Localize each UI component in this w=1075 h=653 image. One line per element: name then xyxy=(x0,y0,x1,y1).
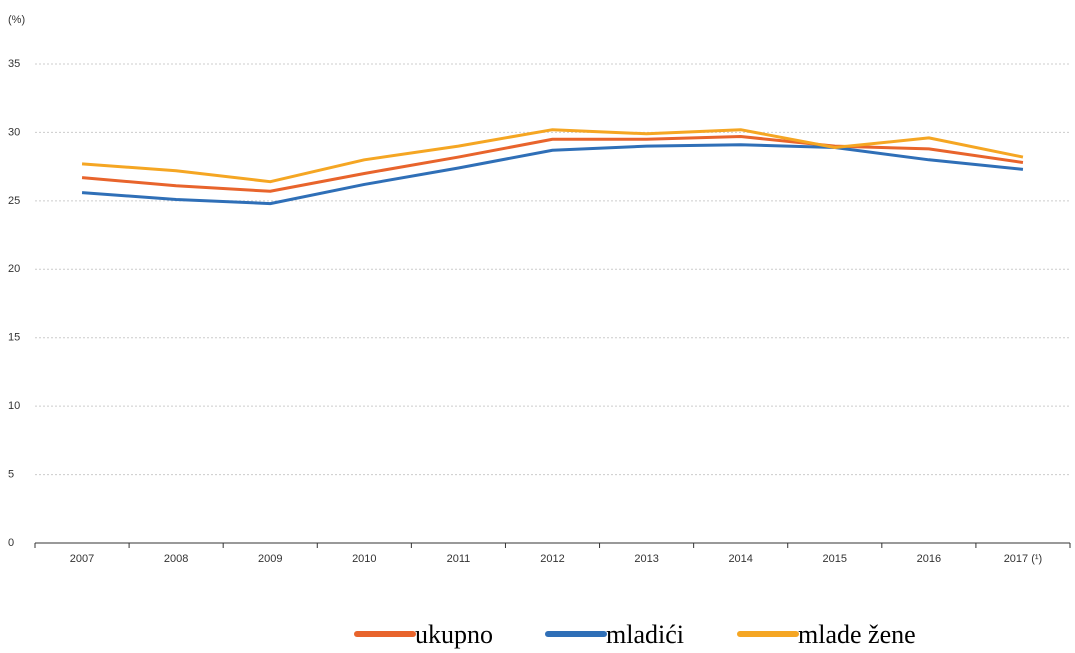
x-tick-label: 2017 (¹) xyxy=(1004,553,1043,565)
x-tick-label: 2015 xyxy=(823,553,847,565)
y-tick-label: 25 xyxy=(8,195,20,207)
y-tick-label: 35 xyxy=(8,58,20,70)
x-tick-label: 2012 xyxy=(540,553,564,565)
y-tick-label: 5 xyxy=(8,468,14,480)
x-tick-label: 2008 xyxy=(164,553,188,565)
y-tick-label: 20 xyxy=(8,263,20,275)
line-series xyxy=(81,143,1024,206)
y-tick-label: 10 xyxy=(8,400,20,412)
x-tick-label: 2007 xyxy=(70,553,94,565)
legend-label: ukupno xyxy=(415,620,493,649)
y-tick-label: 0 xyxy=(8,537,14,549)
legend-label: mlade žene xyxy=(798,620,916,649)
line-series xyxy=(81,128,1024,184)
legend-label: mladići xyxy=(606,620,684,649)
x-tick-label: 2013 xyxy=(634,553,658,565)
x-tick-label: 2014 xyxy=(728,553,752,565)
x-tick-label: 2016 xyxy=(917,553,941,565)
x-tick-label: 2009 xyxy=(258,553,282,565)
y-axis-label: (%) xyxy=(8,14,25,26)
line-series xyxy=(81,135,1024,193)
x-tick-label: 2010 xyxy=(352,553,376,565)
x-tick-label: 2011 xyxy=(447,553,471,565)
y-tick-label: 30 xyxy=(8,126,20,138)
y-tick-label: 15 xyxy=(8,332,20,344)
